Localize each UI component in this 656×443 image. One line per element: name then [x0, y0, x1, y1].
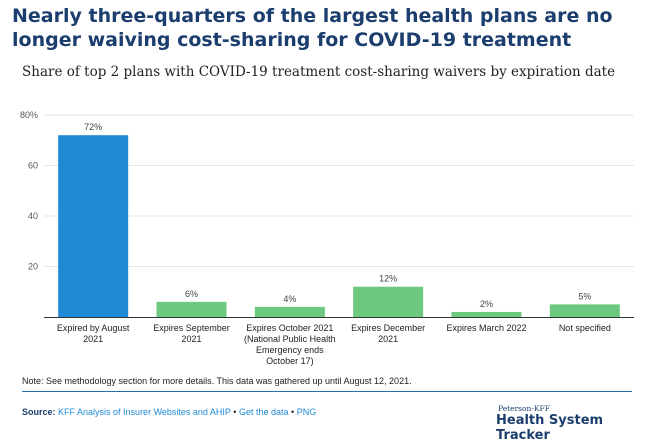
brand-logo-top: Peterson-KFF — [498, 404, 550, 413]
x-axis-labels: Expired by August 2021 Expires September 20… — [57, 323, 611, 366]
gridlines — [44, 114, 634, 267]
x-tick-label: Expires December 2021 — [351, 323, 425, 344]
data-label: 5% — [578, 291, 591, 301]
bar[interactable] — [549, 304, 620, 317]
y-tick-label: 80% — [20, 110, 38, 120]
x-tick-label: Expires September 2021 — [153, 323, 230, 344]
data-label: 4% — [283, 294, 296, 304]
png-link[interactable]: PNG — [296, 407, 317, 417]
bar[interactable] — [254, 306, 325, 317]
x-tick-label: Expired by August 2021 — [57, 323, 130, 344]
x-tick-label: Expires October 2021 (National Public Hea… — [244, 323, 336, 366]
footnote: Note: See methodology section for more d… — [22, 376, 412, 386]
bar[interactable] — [58, 135, 129, 317]
bar[interactable] — [353, 286, 424, 317]
chart-title: Share of top 2 plans with COVID-19 treat… — [22, 64, 616, 80]
data-label: 12% — [379, 274, 397, 284]
bar[interactable] — [156, 301, 227, 317]
get-data-link[interactable]: Get the data — [238, 407, 289, 417]
data-label: 72% — [84, 122, 102, 132]
brand-logo: Health System Tracker — [496, 413, 604, 443]
separator: • — [291, 407, 295, 417]
y-tick-label: 40 — [28, 211, 38, 221]
source-link[interactable]: KFF Analysis of Insurer Websites and AHI… — [58, 407, 231, 417]
data-label: 6% — [185, 289, 198, 299]
data-label: 2% — [480, 299, 493, 309]
y-axis-ticks: 20 40 60 80% — [20, 110, 38, 272]
bar-chart: 20 40 60 80% 72% 6% 4% 12% 2% 5% Expired by Augu… — [20, 110, 634, 366]
separator: • — [233, 407, 237, 417]
x-tick-label: Not specified — [559, 323, 611, 333]
x-tick-label: Expires March 2022 — [446, 323, 526, 333]
bar[interactable] — [451, 311, 522, 317]
footer-divider — [22, 391, 632, 392]
source-line: Source: KFF Analysis of Insurer Websites… — [22, 407, 316, 417]
y-tick-label: 60 — [28, 161, 38, 171]
y-tick-label: 20 — [28, 262, 38, 272]
headline: Nearly three-quarters of the largest hea… — [12, 5, 613, 51]
data-labels: 72% 6% 4% 12% 2% 5% — [84, 122, 591, 309]
bars — [58, 135, 620, 317]
source-label: Source: — [22, 407, 56, 417]
